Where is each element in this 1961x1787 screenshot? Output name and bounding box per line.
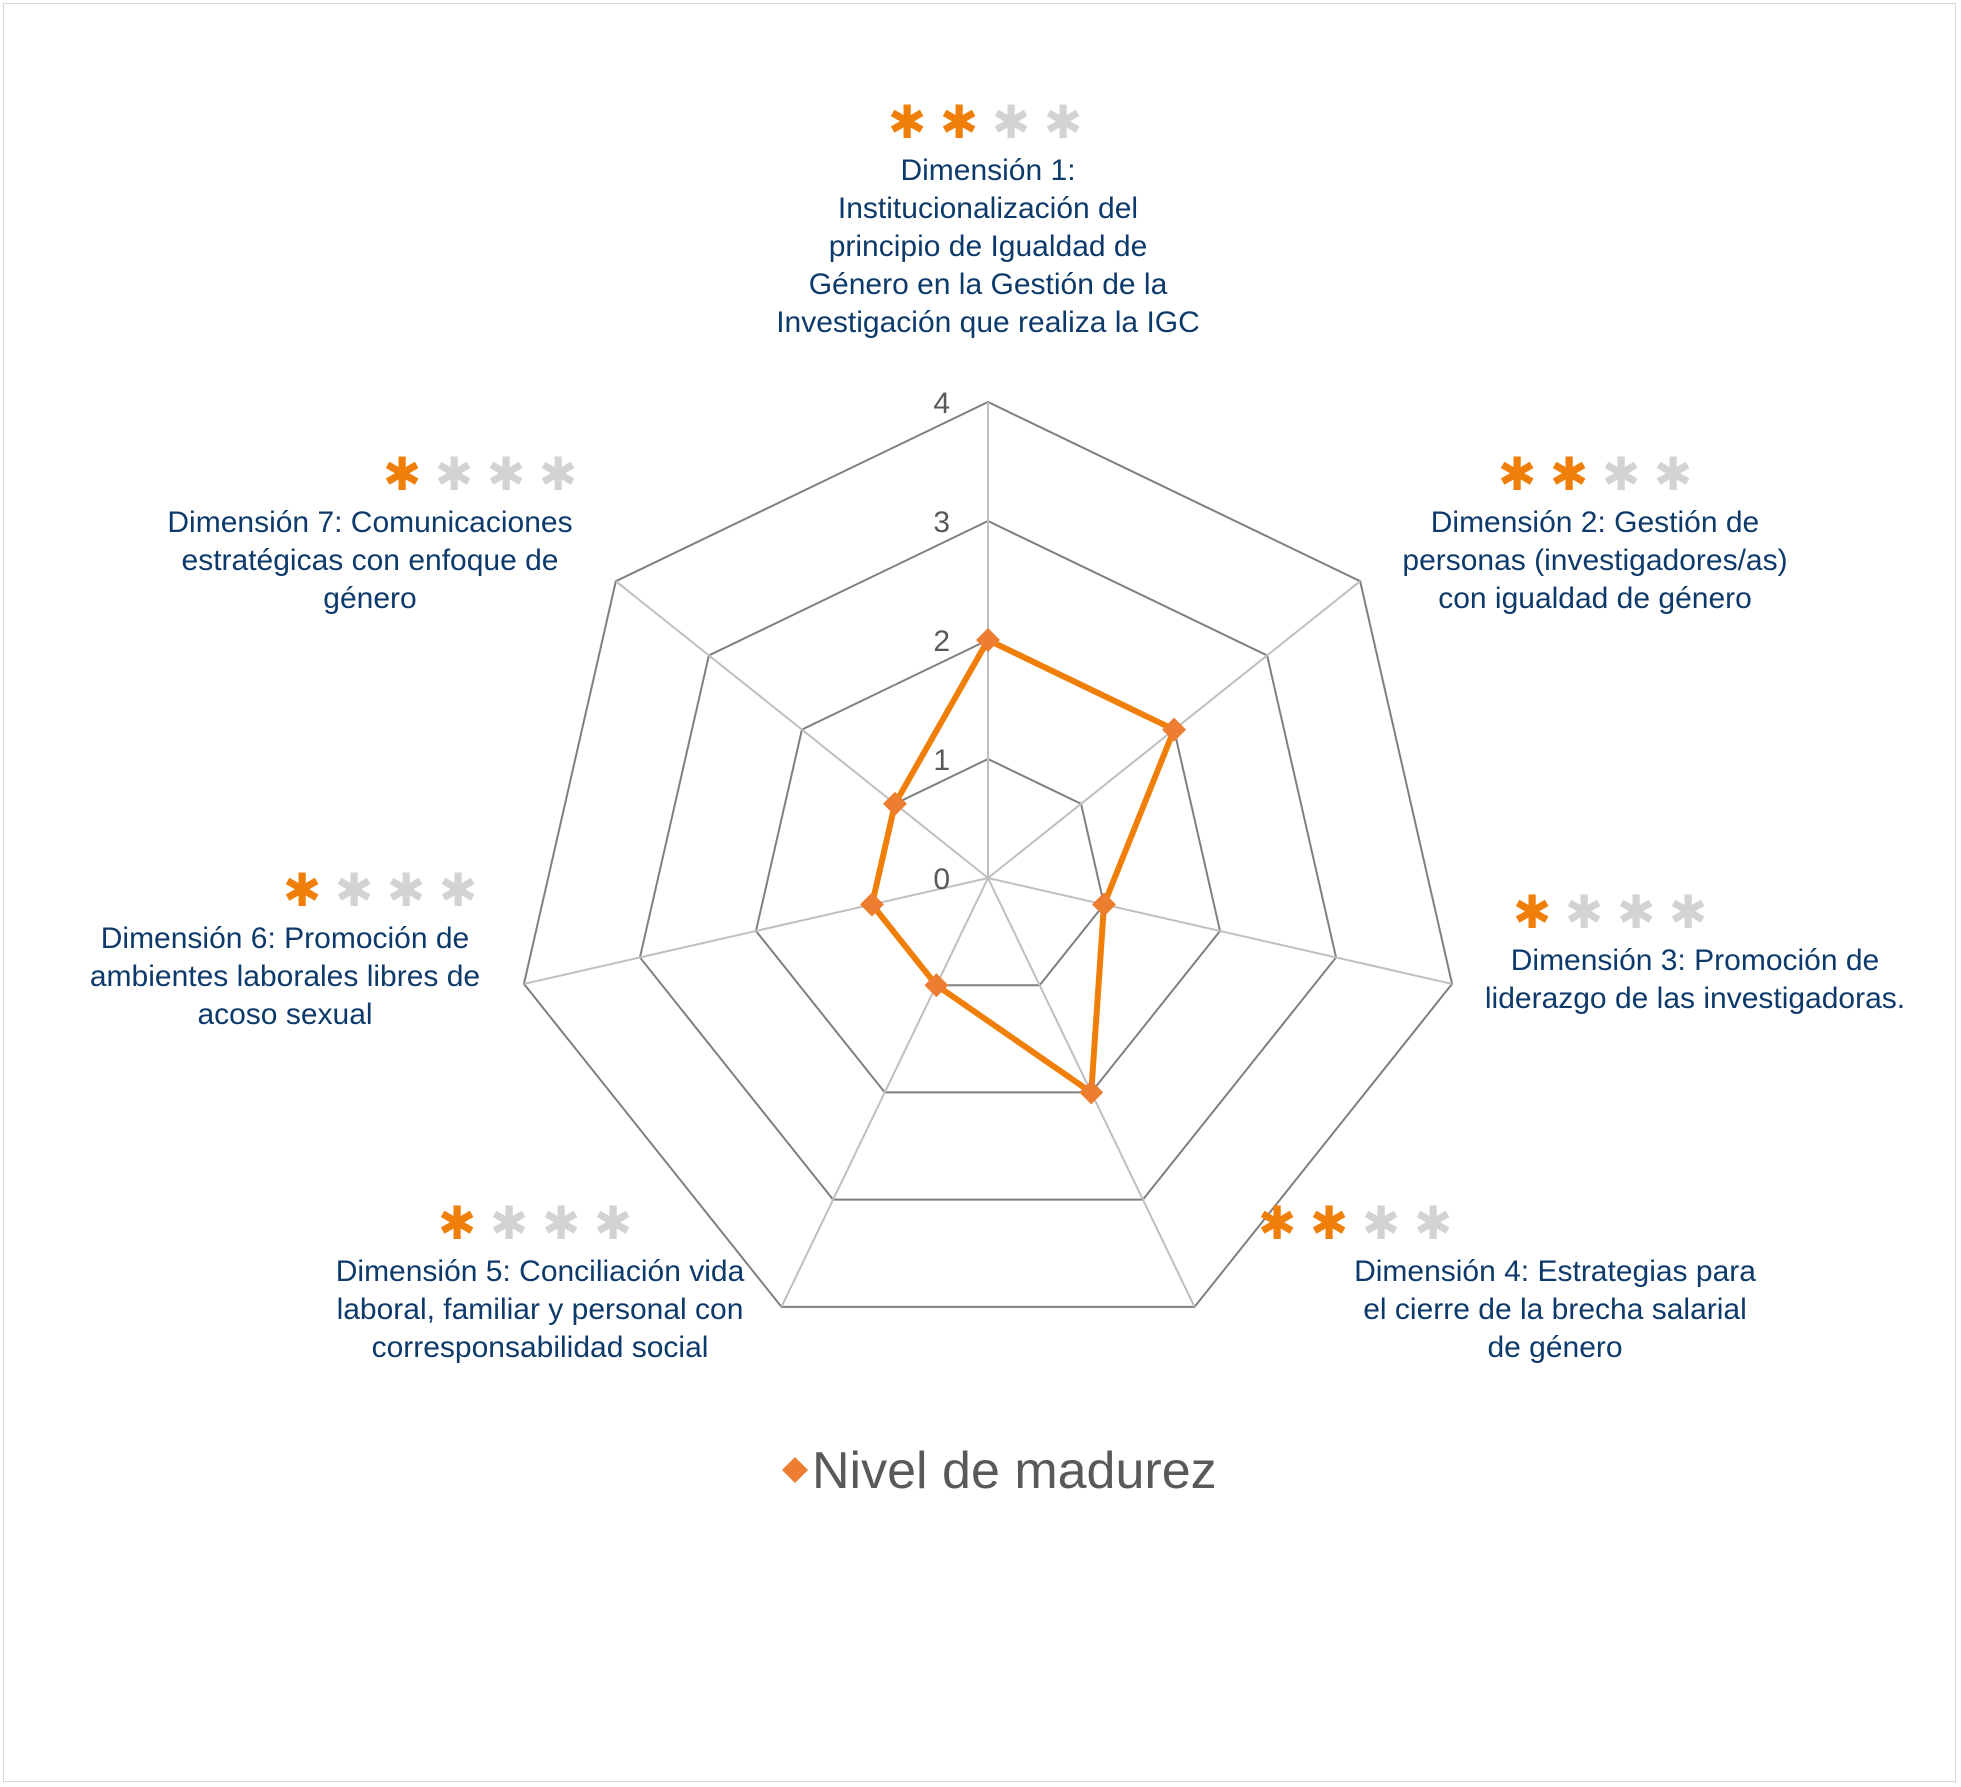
dimension-label-line: con igualdad de género xyxy=(1438,582,1752,615)
radar-grid xyxy=(522,400,1454,1308)
dimension-labels: Dimensión 1: Institucionalización del prin… xyxy=(90,154,1905,1364)
dimension-label-7: Dimensión 7: Comunicaciones estratégicas … xyxy=(167,506,572,615)
asterisk-star-icon: ✱ xyxy=(1565,885,1604,939)
dimension-label-line: Dimensión 2: Gestión de xyxy=(1431,506,1760,539)
asterisk-star-icon: ✱ xyxy=(940,95,979,149)
asterisk-star-icon: ✱ xyxy=(1602,447,1641,501)
asterisk-star-icon: ✱ xyxy=(438,1196,477,1250)
dimension-label-line: Género en la Gestión de la xyxy=(809,268,1168,301)
dimension-label-line: principio de Igualdad de xyxy=(829,230,1148,263)
dimension-label-line: Dimensión 5: Conciliación vida xyxy=(336,1255,745,1288)
asterisk-star-icon: ✱ xyxy=(490,1196,529,1250)
asterisk-star-icon: ✱ xyxy=(1044,95,1083,149)
data-point-dim-5 xyxy=(924,973,949,998)
data-point-dim-4 xyxy=(1079,1080,1104,1105)
radial-axis-ticks: 0 1 2 3 4 xyxy=(933,387,950,896)
tick-label-3: 3 xyxy=(933,506,950,539)
dimension-label-line: Dimensión 1: xyxy=(900,154,1075,187)
asterisk-star-icon: ✱ xyxy=(387,863,426,917)
asterisk-star-icon: ✱ xyxy=(1513,885,1552,939)
grid-ring-3 xyxy=(638,519,1338,1201)
dimension-label-line: Dimensión 6: Promoción de xyxy=(101,922,470,955)
tick-label-0: 0 xyxy=(933,863,950,896)
asterisk-star-icon: ✱ xyxy=(1550,447,1589,501)
dimension-label-1: Dimensión 1: Institucionalización del prin… xyxy=(776,154,1200,339)
data-point-dim-3 xyxy=(1092,892,1117,917)
asterisk-star-icon: ✱ xyxy=(439,863,478,917)
asterisk-star-icon: ✱ xyxy=(1669,885,1708,939)
asterisk-star-icon: ✱ xyxy=(283,863,322,917)
chart-frame xyxy=(3,3,1956,1782)
asterisk-star-icon: ✱ xyxy=(1258,1196,1297,1250)
asterisk-star-icon: ✱ xyxy=(1654,447,1693,501)
asterisk-star-icon: ✱ xyxy=(435,447,474,501)
rating-stars: ✱ ✱ ✱ ✱✱ ✱ ✱ ✱✱ ✱ ✱ ✱✱ ✱ ✱ ✱✱ ✱ ✱ ✱✱ ✱ ✱ ✱✱ ✱ ✱ ✱ xyxy=(283,95,1708,1250)
dimension-label-line: género xyxy=(323,582,416,615)
dimension-label-line: Dimensión 4: Estrategias para xyxy=(1354,1255,1756,1288)
axis-spoke-6 xyxy=(523,877,989,985)
asterisk-star-icon: ✱ xyxy=(487,447,526,501)
asterisk-star-icon: ✱ xyxy=(1414,1196,1453,1250)
grid-ring-4 xyxy=(522,400,1454,1308)
axis-spoke-5 xyxy=(780,877,989,1308)
tick-label-2: 2 xyxy=(933,625,950,658)
series-line xyxy=(868,637,1178,1096)
data-point-dim-2 xyxy=(1162,717,1187,742)
series-nivel-de-madurez xyxy=(859,628,1187,1105)
asterisk-star-icon: ✱ xyxy=(594,1196,633,1250)
diamond-marker-icon xyxy=(782,1457,808,1483)
data-point-dim-7 xyxy=(882,791,907,816)
dimension-label-6: Dimensión 6: Promoción de ambientes labor… xyxy=(90,922,480,1031)
dimension-label-line: de género xyxy=(1487,1331,1622,1364)
dimension-label-line: estratégicas con enfoque de xyxy=(182,544,559,577)
dimension-label-line: Investigación que realiza la IGC xyxy=(776,306,1200,339)
legend-label: Nivel de madurez xyxy=(812,1442,1217,1500)
asterisk-star-icon: ✱ xyxy=(335,863,374,917)
asterisk-star-icon: ✱ xyxy=(542,1196,581,1250)
dimension-label-3: Dimensión 3: Promoción de liderazgo de la… xyxy=(1485,944,1905,1015)
tick-label-4: 4 xyxy=(933,387,950,420)
data-point-dim-1 xyxy=(976,628,1000,652)
dimension-label-line: liderazgo de las investigadoras. xyxy=(1485,982,1905,1015)
asterisk-star-icon: ✱ xyxy=(1310,1196,1349,1250)
dimension-label-line: acoso sexual xyxy=(197,998,372,1031)
grid-ring-2 xyxy=(754,638,1222,1094)
axis-spoke-3 xyxy=(987,877,1453,985)
dimension-label-line: corresponsabilidad social xyxy=(372,1331,709,1364)
dimension-label-line: Dimensión 3: Promoción de xyxy=(1511,944,1880,977)
asterisk-star-icon: ✱ xyxy=(1498,447,1537,501)
asterisk-star-icon: ✱ xyxy=(1362,1196,1401,1250)
dimension-label-line: ambientes laborales libres de xyxy=(90,960,480,993)
dimension-label-line: el cierre de la brecha salarial xyxy=(1363,1293,1747,1326)
asterisk-star-icon: ✱ xyxy=(539,447,578,501)
dimension-label-2: Dimensión 2: Gestión de personas (investi… xyxy=(1402,506,1787,615)
asterisk-star-icon: ✱ xyxy=(383,447,422,501)
dimension-label-5: Dimensión 5: Conciliación vida laboral, f… xyxy=(336,1255,745,1364)
legend: Nivel de madurez xyxy=(782,1442,1217,1500)
asterisk-star-icon: ✱ xyxy=(1617,885,1656,939)
dimension-label-line: laboral, familiar y personal con xyxy=(337,1293,744,1326)
asterisk-star-icon: ✱ xyxy=(888,95,927,149)
dimension-label-line: personas (investigadores/as) xyxy=(1402,544,1787,577)
axis-spoke-7 xyxy=(615,580,989,879)
data-point-dim-6 xyxy=(859,892,884,917)
tick-label-1: 1 xyxy=(933,744,950,777)
dimension-label-line: Dimensión 7: Comunicaciones xyxy=(167,506,572,539)
dimension-label-line: Institucionalización del xyxy=(838,192,1138,225)
dimension-label-4: Dimensión 4: Estrategias para el cierre d… xyxy=(1354,1255,1756,1364)
asterisk-star-icon: ✱ xyxy=(992,95,1031,149)
